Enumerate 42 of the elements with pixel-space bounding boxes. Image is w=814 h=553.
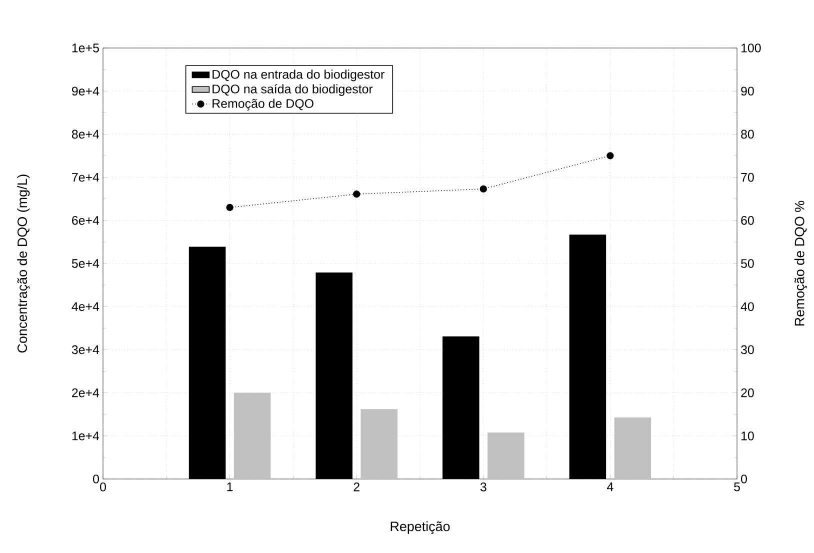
y-axis-title: Concentração de DQO (mg/L) — [17, 174, 30, 353]
y-tick-label: 1e+5 — [72, 44, 99, 52]
point — [353, 190, 360, 198]
x-tick-label: 0 — [100, 482, 106, 492]
bar — [488, 432, 524, 480]
y2-tick-label: 70 — [741, 172, 754, 182]
x-tick-label: 2 — [354, 482, 360, 492]
legend-label: Remoção de DQO — [212, 98, 314, 110]
y-tick-label: 2e+4 — [72, 388, 100, 398]
y2-tick-label: 0 — [741, 474, 747, 484]
y2-tick-label: 80 — [741, 130, 754, 139]
y2-tick-label: 60 — [741, 216, 754, 225]
y-tick-label: 6e+4 — [72, 216, 100, 225]
x-tick-label: 4 — [607, 482, 614, 492]
x-axis-title: Repetição — [390, 521, 450, 534]
y2-tick-label: 30 — [740, 345, 754, 354]
legend-label: DQO na saída do biodigestor — [212, 84, 373, 96]
y-tick-label: 5e+4 — [72, 259, 100, 268]
y-tick-label: 0 — [93, 474, 99, 484]
point — [606, 152, 614, 160]
y-tick-label: 3e+4 — [72, 345, 100, 354]
y-tick-label: 8e+4 — [72, 130, 100, 139]
y2-tick-label: 90 — [741, 86, 754, 96]
x-tick-label: 5 — [734, 482, 740, 492]
x-tick-label: 3 — [480, 482, 486, 492]
y2-axis-title: Remoção de DQO % — [794, 200, 808, 326]
bar — [234, 392, 271, 480]
bar — [360, 409, 398, 480]
point — [226, 204, 234, 212]
y-tick-label: 4e+4 — [72, 302, 100, 311]
y2-tick-label: 20 — [741, 388, 754, 398]
y2-tick-label: 10 — [741, 432, 754, 440]
y-tick-label: 9e+4 — [72, 86, 100, 96]
x-tick-label: 1 — [227, 482, 233, 492]
y2-tick-label: 40 — [740, 302, 754, 312]
y-tick-label: 1e+4 — [72, 432, 100, 440]
point — [480, 185, 487, 193]
y-tick-label: 7e+4 — [72, 172, 100, 182]
bar — [614, 417, 652, 480]
y2-tick-label: 50 — [741, 259, 754, 268]
legend-label: DQO na entrada do biodigestor — [212, 70, 384, 82]
y2-tick-label: 100 — [741, 44, 761, 52]
